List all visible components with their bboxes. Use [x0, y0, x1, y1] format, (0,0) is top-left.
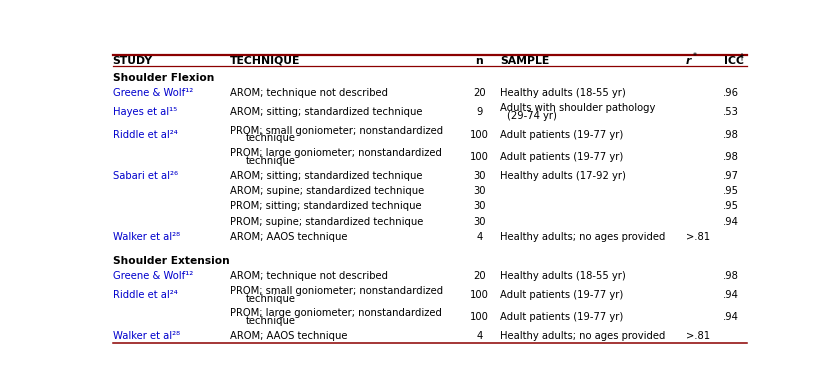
Text: Sabari et al²⁶: Sabari et al²⁶ [112, 171, 178, 181]
Text: 20: 20 [473, 271, 486, 281]
Text: Adult patients (19-77 yr): Adult patients (19-77 yr) [500, 152, 623, 162]
Text: 4: 4 [477, 232, 482, 242]
Text: 9: 9 [477, 107, 482, 117]
Text: Adult patients (19-77 yr): Adult patients (19-77 yr) [500, 129, 623, 140]
Text: >.81: >.81 [685, 232, 710, 242]
Text: .98: .98 [722, 129, 738, 140]
Text: Adult patients (19-77 yr): Adult patients (19-77 yr) [500, 312, 623, 322]
Text: PROM; supine; standardized technique: PROM; supine; standardized technique [230, 217, 423, 227]
Text: .98: .98 [722, 152, 738, 162]
Text: PROM; large goniometer; nonstandardized: PROM; large goniometer; nonstandardized [230, 308, 441, 318]
Text: Healthy adults (18-55 yr): Healthy adults (18-55 yr) [500, 271, 626, 281]
Text: n: n [476, 56, 483, 66]
Text: AROM; technique not described: AROM; technique not described [230, 271, 388, 281]
Text: 30: 30 [473, 186, 486, 196]
Text: technique: technique [246, 294, 296, 304]
Text: Adult patients (19-77 yr): Adult patients (19-77 yr) [500, 290, 623, 300]
Text: PROM; small goniometer; nonstandardized: PROM; small goniometer; nonstandardized [230, 286, 443, 296]
Text: 30: 30 [473, 171, 486, 181]
Text: †: † [739, 52, 743, 61]
Text: 100: 100 [470, 152, 489, 162]
Text: 30: 30 [473, 217, 486, 227]
Text: 100: 100 [470, 129, 489, 140]
Text: 30: 30 [473, 201, 486, 212]
Text: PROM; sitting; standardized technique: PROM; sitting; standardized technique [230, 201, 421, 212]
Text: Walker et al²⁸: Walker et al²⁸ [112, 232, 180, 242]
Text: .95: .95 [722, 201, 738, 212]
Text: ICC: ICC [724, 56, 744, 66]
Text: AROM; AAOS technique: AROM; AAOS technique [230, 331, 347, 341]
Text: Walker et al²⁸: Walker et al²⁸ [112, 331, 180, 341]
Text: Healthy adults; no ages provided: Healthy adults; no ages provided [500, 232, 665, 242]
Text: AROM; sitting; standardized technique: AROM; sitting; standardized technique [230, 171, 422, 181]
Text: 20: 20 [473, 88, 486, 98]
Text: .94: .94 [722, 312, 738, 322]
Text: .94: .94 [722, 290, 738, 300]
Text: AROM; sitting; standardized technique: AROM; sitting; standardized technique [230, 107, 422, 117]
Text: Adults with shoulder pathology: Adults with shoulder pathology [500, 103, 655, 113]
Text: PROM; small goniometer; nonstandardized: PROM; small goniometer; nonstandardized [230, 126, 443, 136]
Text: 4: 4 [477, 331, 482, 341]
Text: >.81: >.81 [685, 331, 710, 341]
Text: (29-74 yr): (29-74 yr) [507, 111, 556, 121]
Text: .94: .94 [722, 217, 738, 227]
Text: AROM; AAOS technique: AROM; AAOS technique [230, 232, 347, 242]
Text: Hayes et al¹⁵: Hayes et al¹⁵ [112, 107, 177, 117]
Text: .95: .95 [722, 186, 738, 196]
Text: *: * [693, 52, 696, 61]
Text: PROM; large goniometer; nonstandardized: PROM; large goniometer; nonstandardized [230, 148, 441, 158]
Text: r: r [685, 56, 690, 66]
Text: Shoulder Flexion: Shoulder Flexion [112, 73, 214, 83]
Text: technique: technique [246, 316, 296, 326]
Text: Greene & Wolf¹²: Greene & Wolf¹² [112, 271, 193, 281]
Text: .98: .98 [722, 271, 738, 281]
Text: Healthy adults (18-55 yr): Healthy adults (18-55 yr) [500, 88, 626, 98]
Text: technique: technique [246, 133, 296, 143]
Text: Greene & Wolf¹²: Greene & Wolf¹² [112, 88, 193, 98]
Text: STUDY: STUDY [112, 56, 153, 66]
Text: Shoulder Extension: Shoulder Extension [112, 256, 229, 266]
Text: 100: 100 [470, 312, 489, 322]
Text: AROM; technique not described: AROM; technique not described [230, 88, 388, 98]
Text: .53: .53 [722, 107, 738, 117]
Text: AROM; supine; standardized technique: AROM; supine; standardized technique [230, 186, 424, 196]
Text: .97: .97 [722, 171, 738, 181]
Text: technique: technique [246, 156, 296, 166]
Text: SAMPLE: SAMPLE [500, 56, 550, 66]
Text: Riddle et al²⁴: Riddle et al²⁴ [112, 290, 177, 300]
Text: TECHNIQUE: TECHNIQUE [230, 56, 300, 66]
Text: Riddle et al²⁴: Riddle et al²⁴ [112, 129, 177, 140]
Text: Healthy adults; no ages provided: Healthy adults; no ages provided [500, 331, 665, 341]
Text: Healthy adults (17-92 yr): Healthy adults (17-92 yr) [500, 171, 626, 181]
Text: .96: .96 [722, 88, 738, 98]
Text: 100: 100 [470, 290, 489, 300]
